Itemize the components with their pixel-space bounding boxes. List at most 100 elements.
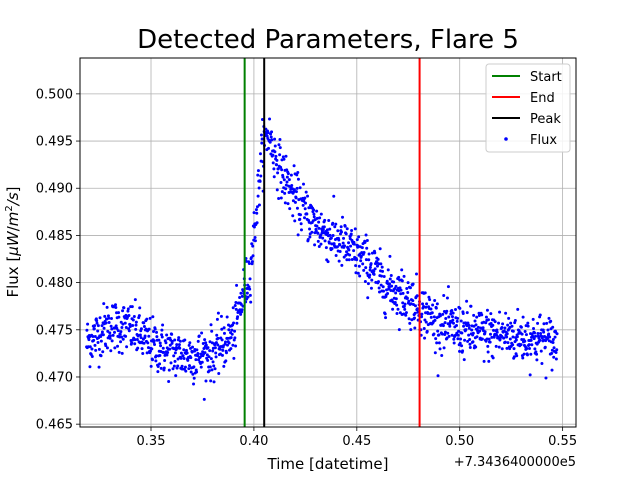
flux-point	[390, 284, 394, 288]
y-label-prefix: Flux [	[4, 256, 22, 298]
flux-point	[394, 291, 398, 295]
flux-point	[248, 287, 252, 291]
flux-point	[165, 333, 169, 337]
flux-point	[547, 332, 551, 336]
flux-point	[482, 359, 486, 363]
flux-point	[150, 347, 154, 351]
flux-point	[248, 277, 252, 281]
flux-point	[344, 232, 348, 236]
flux-point	[526, 321, 530, 325]
flux-point	[273, 144, 277, 148]
flux-point	[282, 157, 286, 161]
flux-point	[378, 247, 382, 251]
flux-point	[507, 316, 511, 320]
flux-point	[194, 358, 198, 362]
flux-point	[505, 346, 509, 350]
flux-point	[120, 335, 124, 339]
flux-point	[384, 316, 388, 320]
flux-point	[534, 350, 538, 354]
flux-point	[292, 164, 296, 168]
flux-point	[361, 262, 365, 266]
flux-point	[459, 337, 463, 341]
flux-point	[275, 158, 279, 162]
flux-point	[402, 274, 406, 278]
flux-point	[133, 298, 137, 302]
flux-point	[240, 308, 244, 312]
flux-point	[316, 231, 320, 235]
flux-point	[432, 315, 436, 319]
flux-point	[110, 339, 114, 343]
flux-point	[335, 245, 339, 249]
flux-point	[293, 200, 297, 204]
flux-point	[210, 329, 214, 333]
flux-point	[331, 221, 335, 225]
flux-point	[369, 262, 373, 266]
flux-point	[393, 301, 397, 305]
flux-point	[436, 329, 440, 333]
flux-point	[96, 324, 100, 328]
flux-point	[408, 286, 412, 290]
flux-point	[416, 307, 419, 311]
flux-point	[211, 349, 215, 353]
flux-point	[528, 373, 532, 377]
flux-point	[487, 337, 491, 341]
flux-point	[196, 351, 200, 355]
flux-point	[514, 338, 518, 342]
flux-point	[380, 265, 384, 269]
flux-point	[519, 325, 523, 329]
flux-point	[511, 343, 515, 347]
flux-point	[209, 379, 213, 383]
flux-point	[155, 330, 159, 334]
flux-point	[529, 338, 533, 342]
flux-point	[478, 329, 482, 333]
flux-point	[127, 314, 131, 318]
flux-point	[329, 236, 333, 240]
flux-point	[405, 296, 409, 300]
flux-point	[110, 327, 114, 331]
flux-point	[282, 178, 286, 182]
flux-point	[447, 334, 451, 338]
flux-point	[134, 327, 138, 331]
flux-point	[259, 174, 263, 178]
flux-point	[217, 372, 221, 376]
flux-point	[352, 249, 356, 253]
flux-point	[93, 343, 97, 347]
flux-point	[207, 355, 211, 359]
flux-point	[551, 325, 555, 329]
flux-point	[533, 347, 537, 351]
flux-point	[253, 239, 257, 243]
flux-point	[172, 364, 176, 368]
flux-point	[342, 236, 346, 240]
y-label-m: m	[4, 212, 22, 227]
flux-point	[250, 260, 254, 264]
flux-point	[525, 347, 529, 351]
flux-point	[540, 361, 544, 365]
flux-point	[451, 311, 455, 315]
flux-point	[469, 304, 473, 308]
flux-point	[513, 319, 517, 323]
flux-point	[363, 240, 367, 244]
flux-point	[395, 303, 399, 307]
flux-point	[326, 231, 330, 235]
flux-point	[219, 314, 223, 318]
flux-point	[224, 359, 228, 363]
flux-point	[284, 183, 288, 187]
flux-point	[491, 356, 495, 360]
flux-point	[327, 218, 331, 222]
flux-point	[235, 283, 239, 287]
flux-point	[109, 317, 113, 321]
flux-point	[106, 314, 110, 318]
flux-point	[331, 234, 335, 237]
flux-point	[163, 359, 167, 363]
flux-point	[176, 364, 180, 368]
flux-point	[161, 346, 165, 350]
flux-point	[333, 225, 337, 229]
flux-point	[255, 205, 259, 209]
flux-point	[204, 341, 208, 345]
flux-point	[396, 307, 400, 311]
flux-point	[88, 365, 92, 369]
flux-point	[367, 252, 371, 256]
x-tick-label: 0.40	[239, 434, 268, 449]
flux-point	[186, 358, 190, 362]
flux-point	[183, 338, 187, 342]
